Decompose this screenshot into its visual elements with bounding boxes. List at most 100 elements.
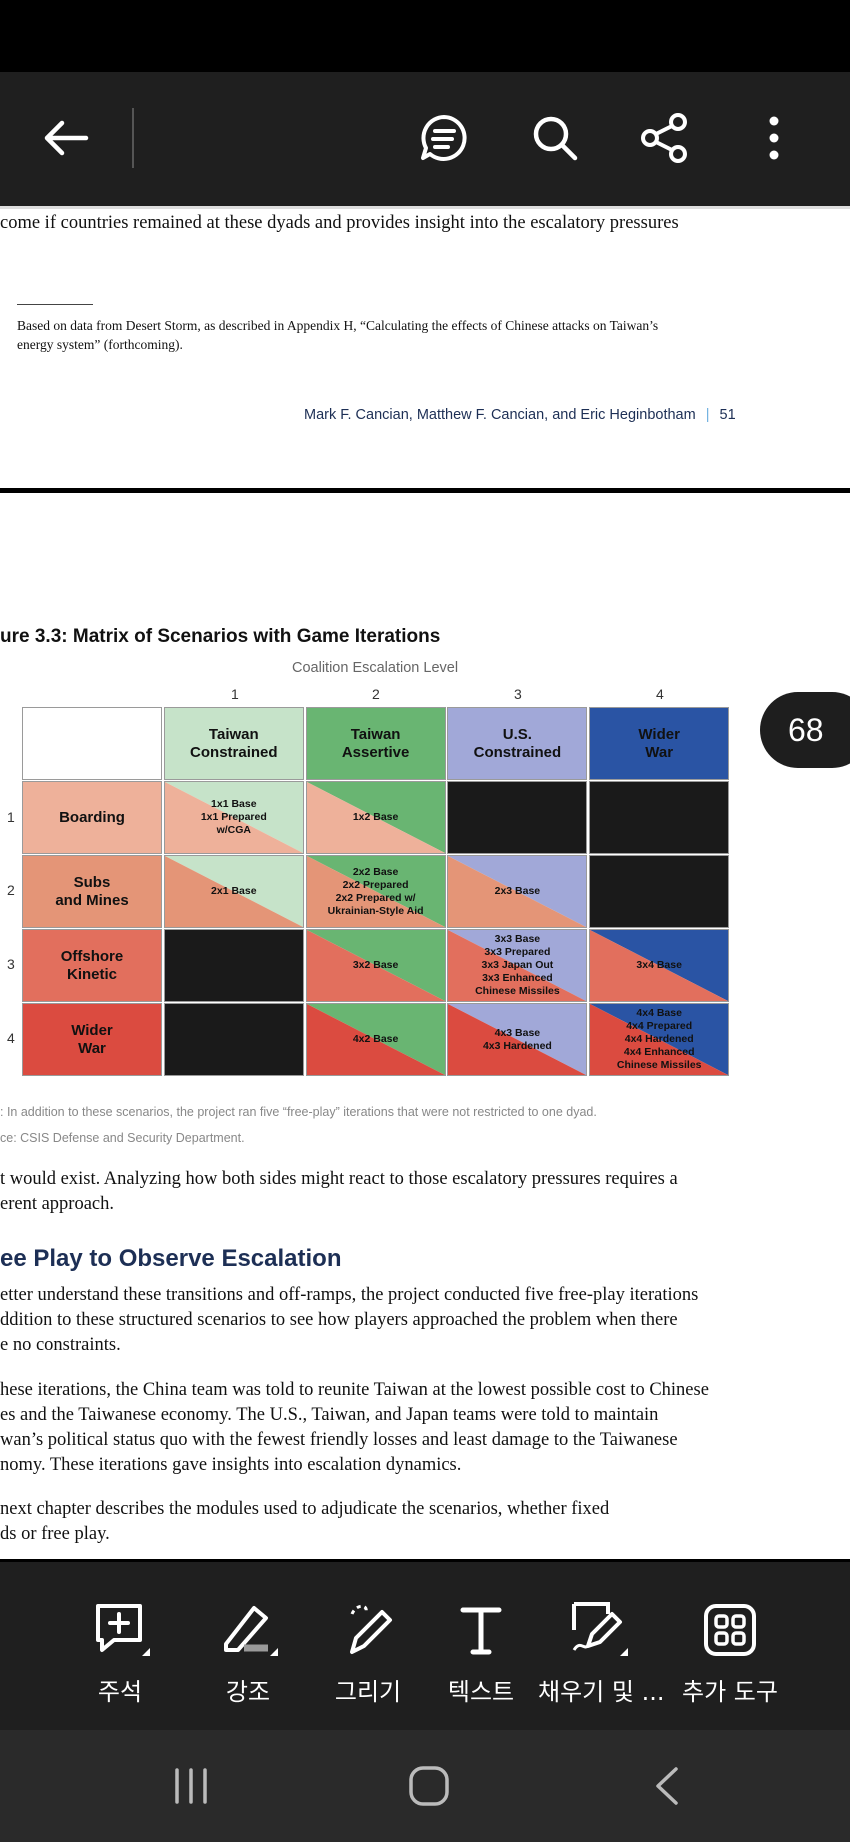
- row-header-label: Subs and Mines: [55, 873, 129, 909]
- row-header: Wider War: [22, 1003, 162, 1076]
- annotation-toolbar: 주석 강조 그리기 텍스트 채우기 및 ...: [0, 1562, 850, 1730]
- document-page-51: come if countries remained at these dyad…: [0, 206, 850, 488]
- home-icon: [409, 1766, 449, 1806]
- matrix-cell: 3x2 Base: [305, 929, 446, 1002]
- col-header: Taiwan Assertive: [305, 707, 446, 780]
- matrix-cell: [163, 929, 304, 1002]
- scenario-label: 3x3 Base 3x3 Prepared 3x3 Japan Out 3x3 …: [475, 933, 560, 997]
- matrix-cell: 1x1 Base 1x1 Prepared w/CGA: [163, 781, 304, 854]
- matrix-cell: [447, 781, 588, 854]
- tool-fill-sign[interactable]: 채우기 및 ...: [538, 1562, 665, 1730]
- cell-split-fill: [448, 856, 587, 927]
- toolbar-divider: [132, 108, 134, 168]
- tool-label: 텍스트: [447, 1678, 515, 1706]
- cell-split-fill: [164, 856, 303, 927]
- matrix-cell: 4x3 Base 4x3 Hardened: [447, 1003, 588, 1076]
- scenario-label: 3x2 Base: [352, 959, 399, 971]
- row-header: Offshore Kinetic: [22, 929, 162, 1002]
- more-vertical-icon: [769, 116, 779, 160]
- row-tick: 4: [7, 1030, 15, 1046]
- arrow-left-icon: [44, 120, 89, 156]
- tool-label: 강조: [225, 1678, 271, 1706]
- scenario-label: 2x3 Base: [494, 885, 541, 897]
- footnote-line: energy system” (forthcoming).: [17, 337, 183, 352]
- share-icon: [641, 113, 687, 163]
- row-header-label: Offshore Kinetic: [60, 947, 124, 983]
- figure-note: : In addition to these scenarios, the pr…: [0, 1105, 597, 1119]
- cell-split-fill: [448, 930, 587, 1001]
- matrix-cell: 4x4 Base 4x4 Prepared 4x4 Hardened 4x4 E…: [589, 1003, 730, 1076]
- tool-draw[interactable]: 그리기: [308, 1562, 428, 1730]
- top-toolbar: [0, 72, 850, 206]
- col-header: Wider War: [589, 707, 730, 780]
- tool-label: 추가 도구: [682, 1678, 778, 1706]
- footer-separator: |: [705, 407, 710, 423]
- tool-text[interactable]: 텍스트: [421, 1562, 541, 1730]
- scenario-label: 3x4 Base: [636, 959, 682, 971]
- chevron-left-icon: [656, 1767, 678, 1805]
- system-back-button[interactable]: [622, 1754, 712, 1818]
- body-text-line: wan’s political status quo with the fewe…: [0, 1430, 678, 1450]
- col-header-label: Taiwan Constrained: [190, 725, 278, 761]
- matrix-cell: 1x2 Base: [305, 781, 446, 854]
- scenario-matrix: Taiwan Constrained Taiwan Assertive U.S. C…: [22, 707, 732, 1078]
- figure-title: ure 3.3: Matrix of Scenarios with Game I…: [0, 626, 441, 647]
- matrix-cell: 4x2 Base: [305, 1003, 446, 1076]
- home-button[interactable]: [384, 1754, 474, 1818]
- col-header: Taiwan Constrained: [163, 707, 304, 780]
- system-navigation-bar: [0, 1730, 850, 1842]
- body-text-line: ds or free play.: [0, 1524, 110, 1544]
- col-header-label: U.S. Constrained: [473, 725, 562, 761]
- body-text-line: t would exist. Analyzing how both sides …: [0, 1169, 678, 1189]
- body-text-line: e no constraints.: [0, 1335, 121, 1355]
- document-page-52: ure 3.3: Matrix of Scenarios with Game I…: [0, 493, 850, 1559]
- cell-split-fill: [306, 1004, 445, 1075]
- tool-highlight[interactable]: 강조: [188, 1562, 308, 1730]
- tool-more-tools[interactable]: 추가 도구: [670, 1562, 790, 1730]
- draw-pen-icon: [350, 1604, 392, 1654]
- matrix-cell: 3x4 Base: [589, 929, 730, 1002]
- row-header-label: Wider War: [71, 1021, 113, 1057]
- share-button[interactable]: [626, 100, 702, 176]
- matrix-cell: [589, 781, 730, 854]
- col-tick: 2: [372, 686, 380, 702]
- highlighter-icon: [224, 1606, 278, 1656]
- tool-label: 그리기: [334, 1678, 402, 1706]
- comment-add-icon: [96, 1604, 150, 1656]
- cell-split-fill: [590, 1004, 729, 1075]
- col-tick: 1: [231, 686, 239, 702]
- figure-source: ce: CSIS Defense and Security Department…: [0, 1131, 245, 1145]
- more-options-button[interactable]: [736, 100, 812, 176]
- matrix-cell: 2x1 Base: [163, 855, 304, 928]
- body-text-line: ddition to these structured scenarios to…: [0, 1310, 678, 1330]
- tool-comment[interactable]: 주석: [60, 1562, 180, 1730]
- back-arrow-button[interactable]: [28, 100, 104, 176]
- body-text-line: come if countries remained at these dyad…: [0, 213, 679, 233]
- col-header: U.S. Constrained: [447, 707, 588, 780]
- more-tools-grid-icon: [704, 1604, 756, 1656]
- body-text-line: hese iterations, the China team was told…: [0, 1380, 709, 1400]
- reading-mode-button[interactable]: [408, 100, 484, 176]
- chat-lines-icon: [421, 115, 467, 161]
- footnote-rule: [17, 304, 93, 305]
- matrix-cell: 3x3 Base 3x3 Prepared 3x3 Japan Out 3x3 …: [447, 929, 588, 1002]
- recent-apps-button[interactable]: [146, 1754, 236, 1818]
- search-button[interactable]: [517, 100, 593, 176]
- body-text-line: next chapter describes the modules used …: [0, 1499, 610, 1519]
- scenario-label: 2x2 Base 2x2 Prepared 2x2 Prepared w/ Uk…: [327, 865, 424, 917]
- page-number-badge[interactable]: 68: [760, 692, 850, 768]
- matrix-corner: [22, 707, 162, 780]
- col-header-label: Taiwan Assertive: [341, 725, 410, 761]
- tool-label: 채우기 및 ...: [538, 1678, 665, 1706]
- running-footer: Mark F. Cancian, Matthew F. Cancian, and…: [304, 407, 736, 423]
- scenario-label: 2x1 Base: [211, 885, 257, 897]
- section-heading: ee Play to Observe Escalation: [0, 1245, 342, 1272]
- fill-sign-icon: [572, 1602, 628, 1656]
- footnote-line: Based on data from Desert Storm, as desc…: [17, 318, 659, 333]
- body-text-line: es and the Taiwanese economy. The U.S., …: [0, 1405, 659, 1425]
- search-icon: [533, 116, 578, 161]
- scenario-label: 4x3 Base 4x3 Hardened: [482, 1026, 552, 1052]
- row-header: Boarding: [22, 781, 162, 854]
- clipped-text-line: [0, 206, 850, 212]
- cell-split-fill: [164, 782, 303, 853]
